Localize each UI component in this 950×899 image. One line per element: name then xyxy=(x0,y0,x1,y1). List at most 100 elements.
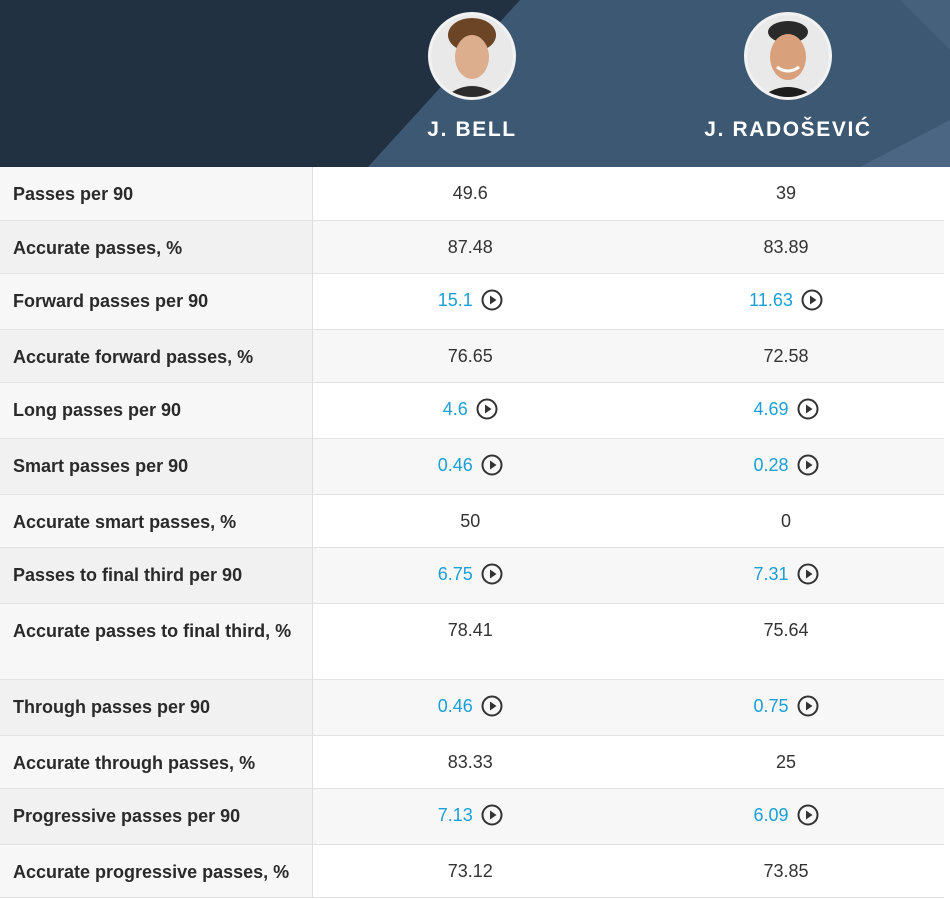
player-2-stat-cell: 7.31 xyxy=(628,547,944,604)
stat-label: Long passes per 90 xyxy=(0,382,313,439)
video-stat-link[interactable]: 11.63 xyxy=(749,289,823,311)
play-video-icon[interactable] xyxy=(481,454,503,476)
stat-value: 83.89 xyxy=(763,236,809,257)
table-row: Accurate progressive passes, % 73.12 73.85 xyxy=(0,844,944,898)
player-2-stat-cell: 25 xyxy=(628,735,944,789)
stat-label: Accurate through passes, % xyxy=(0,735,313,789)
stat-value[interactable]: 6.09 xyxy=(753,804,789,825)
player-1-stat-cell: 50 xyxy=(312,494,628,548)
stat-value[interactable]: 15.1 xyxy=(437,289,473,310)
stat-value: 72.58 xyxy=(763,345,809,366)
stat-value: 73.85 xyxy=(763,860,809,881)
video-stat-link[interactable]: 6.75 xyxy=(438,563,503,585)
play-video-icon[interactable] xyxy=(797,563,819,585)
player-2-stat-cell: 0.75 xyxy=(628,679,944,736)
player-1-stat-cell: 49.6 xyxy=(312,167,628,221)
video-stat-link[interactable]: 4.69 xyxy=(753,398,819,420)
play-video-icon[interactable] xyxy=(476,398,498,420)
player-1-avatar xyxy=(428,12,516,100)
video-stat-link[interactable]: 4.6 xyxy=(443,398,498,420)
player-2-name[interactable]: J. RADOŠEVIĆ xyxy=(704,118,872,141)
play-video-icon[interactable] xyxy=(481,804,503,826)
player-2-stat-cell: 6.09 xyxy=(628,788,944,845)
table-row: Accurate forward passes, % 76.65 72.58 xyxy=(0,329,944,383)
play-video-icon[interactable] xyxy=(797,695,819,717)
play-video-icon[interactable] xyxy=(481,695,503,717)
player-1-stat-cell: 87.48 xyxy=(312,220,628,274)
play-video-icon[interactable] xyxy=(797,454,819,476)
stat-value[interactable]: 0.46 xyxy=(437,695,473,716)
stat-label: Passes to final third per 90 xyxy=(0,547,313,604)
play-video-icon[interactable] xyxy=(797,804,819,826)
stat-value: 49.6 xyxy=(452,183,488,203)
stat-value: 73.12 xyxy=(447,860,493,881)
stat-value[interactable]: 0.28 xyxy=(753,454,789,475)
video-stat-link[interactable]: 0.75 xyxy=(753,695,819,717)
video-stat-link[interactable]: 7.13 xyxy=(438,804,503,826)
player-2-stat-cell: 83.89 xyxy=(628,220,944,274)
player-card-2[interactable]: J. RADOŠEVIĆ xyxy=(688,12,888,142)
stat-value[interactable]: 6.75 xyxy=(437,563,473,584)
player-1-stat-cell: 83.33 xyxy=(312,735,628,789)
stat-value[interactable]: 4.6 xyxy=(442,398,468,419)
stat-value[interactable]: 11.63 xyxy=(749,289,793,310)
player-photo-icon xyxy=(747,15,829,97)
player-1-stat-cell: 0.46 xyxy=(312,438,628,495)
player-1-stat-cell: 76.65 xyxy=(312,329,628,383)
stat-value: 76.65 xyxy=(447,345,493,366)
video-stat-link[interactable]: 15.1 xyxy=(438,289,503,311)
player-1-stat-cell: 4.6 xyxy=(312,382,628,439)
table-row: Long passes per 90 4.6 4.69 xyxy=(0,382,944,439)
stat-value[interactable]: 0.75 xyxy=(753,695,789,716)
table-row: Accurate smart passes, % 50 0 xyxy=(0,494,944,548)
video-stat-link[interactable]: 6.09 xyxy=(753,804,819,826)
stat-value: 39 xyxy=(775,183,797,203)
table-row: Accurate passes, % 87.48 83.89 xyxy=(0,220,944,274)
stat-label: Forward passes per 90 xyxy=(0,273,313,330)
player-1-name[interactable]: J. BELL xyxy=(427,118,517,141)
player-1-stat-cell: 6.75 xyxy=(312,547,628,604)
passing-stats-table: Passes per 90 49.6 39 Accurate passes, % 87.… xyxy=(0,167,944,898)
player-1-stat-cell: 15.1 xyxy=(312,273,628,330)
player-1-stat-cell: 0.46 xyxy=(312,679,628,736)
table-row: Accurate through passes, % 83.33 25 xyxy=(0,735,944,789)
stat-label: Accurate progressive passes, % xyxy=(0,844,313,898)
player-2-stat-cell: 73.85 xyxy=(628,844,944,898)
play-video-icon[interactable] xyxy=(801,289,823,311)
video-stat-link[interactable]: 7.31 xyxy=(753,563,819,585)
player-2-avatar xyxy=(744,12,832,100)
play-video-icon[interactable] xyxy=(797,398,819,420)
stat-label: Progressive passes per 90 xyxy=(0,788,313,845)
stat-value[interactable]: 7.13 xyxy=(437,804,473,825)
stat-value[interactable]: 4.69 xyxy=(753,398,789,419)
video-stat-link[interactable]: 0.28 xyxy=(753,454,819,476)
play-video-icon[interactable] xyxy=(481,289,503,311)
player-2-stat-cell: 75.64 xyxy=(628,603,944,680)
player-card-1[interactable]: J. BELL xyxy=(372,12,572,142)
player-2-stat-cell: 72.58 xyxy=(628,329,944,383)
stat-value: 78.41 xyxy=(447,619,493,640)
stat-label: Through passes per 90 xyxy=(0,679,313,736)
player-1-stat-cell: 73.12 xyxy=(312,844,628,898)
stat-label: Accurate passes to final third, % xyxy=(0,603,313,680)
stat-value[interactable]: 7.31 xyxy=(753,563,789,584)
stat-value: 50 xyxy=(460,510,481,531)
stat-value[interactable]: 0.46 xyxy=(437,454,473,475)
video-stat-link[interactable]: 0.46 xyxy=(438,454,503,476)
video-stat-link[interactable]: 0.46 xyxy=(438,695,503,717)
comparison-header: J. BELL J. RADOŠEVIĆ xyxy=(0,0,950,167)
stat-value: 75.64 xyxy=(763,619,809,640)
table-row: Passes per 90 49.6 39 xyxy=(0,167,944,221)
stat-value: 87.48 xyxy=(447,236,493,257)
stat-label: Accurate passes, % xyxy=(0,220,313,274)
table-row: Passes to final third per 90 6.75 7.31 xyxy=(0,547,944,604)
table-row: Smart passes per 90 0.46 0.28 xyxy=(0,438,944,495)
player-2-stat-cell: 0.28 xyxy=(628,438,944,495)
stat-value: 25 xyxy=(775,751,797,772)
player-1-stat-cell: 7.13 xyxy=(312,788,628,845)
table-row: Through passes per 90 0.46 0.75 xyxy=(0,679,944,736)
play-video-icon[interactable] xyxy=(481,563,503,585)
stat-value: 0 xyxy=(780,510,791,531)
player-2-stat-cell: 39 xyxy=(628,167,944,221)
player-2-stat-cell: 0 xyxy=(628,494,944,548)
